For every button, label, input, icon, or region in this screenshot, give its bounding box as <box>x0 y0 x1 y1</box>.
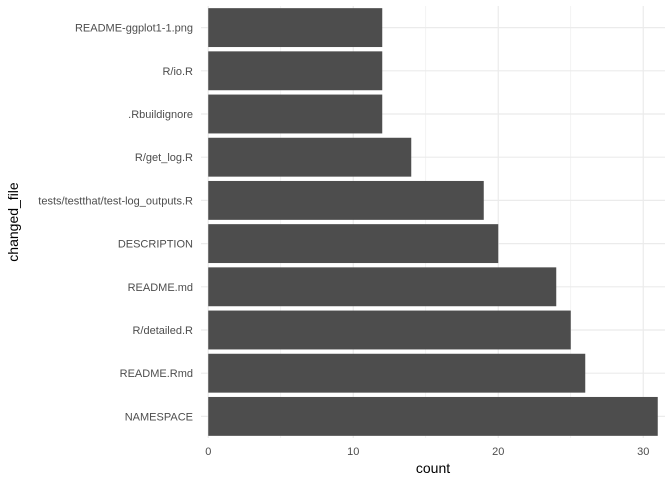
bar <box>208 267 557 307</box>
bar <box>208 353 586 393</box>
bar <box>208 137 412 177</box>
y-tick-label: README-ggplot1-1.png <box>75 23 193 35</box>
x-tick-label: 20 <box>492 446 504 458</box>
y-tick-label: R/get_log.R <box>135 152 193 164</box>
bar <box>208 94 383 134</box>
y-tick-label: DESCRIPTION <box>118 239 193 251</box>
y-tick-label: R/io.R <box>162 66 193 78</box>
bar <box>208 51 383 91</box>
bar <box>208 310 571 350</box>
bar <box>208 8 383 48</box>
y-tick-label: tests/testthat/test-log_outputs.R <box>38 195 193 207</box>
y-tick-label: README.Rmd <box>120 368 193 380</box>
y-tick-label: README.md <box>128 282 193 294</box>
y-tick-label: R/detailed.R <box>132 325 193 337</box>
x-tick-labels: 0 10 20 30 <box>205 446 649 458</box>
bar <box>208 224 499 264</box>
y-axis-title: changed_file <box>5 182 21 262</box>
x-tick-label: 30 <box>637 446 649 458</box>
x-axis-title: count <box>416 460 450 476</box>
x-tick-label: 0 <box>205 446 211 458</box>
y-tick-labels: README-ggplot1-1.png R/io.R .Rbuildignore R… <box>38 23 193 424</box>
bar <box>208 180 484 220</box>
bars <box>208 8 658 436</box>
y-tick-label: NAMESPACE <box>125 411 193 423</box>
x-tick-label: 10 <box>347 446 359 458</box>
bar <box>208 396 658 436</box>
y-tick-label: .Rbuildignore <box>128 109 193 121</box>
